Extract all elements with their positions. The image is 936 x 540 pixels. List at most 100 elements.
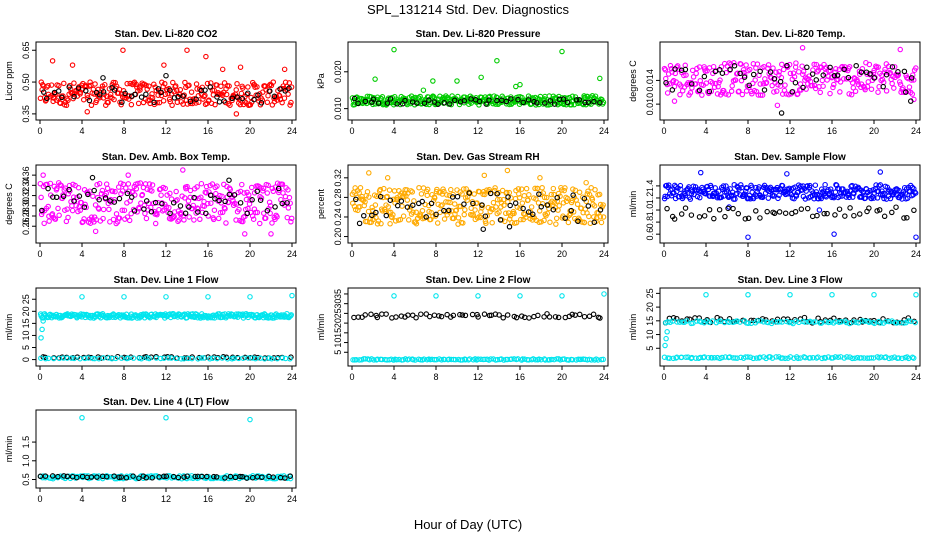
data-point [871, 195, 877, 201]
data-point [215, 215, 222, 222]
data-point [61, 80, 67, 87]
data-point [761, 87, 768, 93]
data-point [862, 195, 869, 201]
panel-7: Stan. Dev. Line 1 Flow ml/min 0 4 8 12 16 20 24 0… [4, 275, 297, 382]
data-point [859, 65, 866, 72]
data-point [211, 473, 217, 480]
data-point [541, 314, 547, 320]
x-tick-label: 24 [287, 126, 297, 136]
data-point [875, 89, 881, 95]
data-point [840, 186, 846, 192]
data-point [889, 80, 895, 87]
data-point [582, 99, 588, 106]
data-point [563, 198, 570, 205]
data-point [597, 99, 603, 106]
data-point [92, 202, 99, 208]
data-point [813, 61, 820, 68]
data-point [135, 100, 142, 107]
data-point [184, 473, 190, 479]
data-point [668, 66, 675, 72]
data-point-outlier [125, 172, 131, 178]
data-point [414, 100, 420, 106]
data-point [719, 70, 726, 76]
data-point [671, 216, 678, 222]
y-tick-label: 0 [21, 357, 31, 362]
data-point [118, 355, 125, 361]
data-point [459, 357, 466, 363]
data-point [552, 314, 559, 320]
data-point [400, 213, 407, 219]
data-point [569, 311, 575, 318]
data-point [581, 313, 588, 320]
data-point [800, 71, 806, 78]
data-point [198, 355, 205, 361]
y-tick-label: 10 [333, 338, 343, 348]
data-point [486, 97, 492, 103]
data-point [245, 84, 251, 90]
data-point-outlier [268, 231, 274, 237]
data-point [353, 196, 359, 203]
data-point [738, 77, 745, 84]
data-point [547, 98, 554, 104]
data-point [483, 101, 489, 107]
data-point [122, 90, 128, 97]
data-point [744, 185, 750, 191]
data-point [239, 95, 246, 102]
data-point [512, 200, 519, 206]
data-point [58, 182, 64, 189]
data-point [387, 197, 394, 203]
data-point [410, 209, 416, 215]
plot-frame [659, 164, 921, 244]
data-point [195, 209, 201, 215]
data-point [266, 199, 273, 205]
data-point [710, 63, 717, 70]
data-point [845, 74, 852, 81]
data-point-outlier [784, 171, 790, 177]
data-point [143, 215, 150, 222]
data-point [834, 72, 841, 78]
data-point [598, 219, 605, 226]
data-point [40, 89, 47, 95]
data-point [854, 354, 861, 361]
data-point [504, 312, 511, 318]
data-point [893, 320, 900, 326]
data-point-outlier [816, 207, 823, 213]
data-point [55, 88, 62, 94]
data-point [71, 80, 77, 86]
data-point-outlier [478, 74, 484, 81]
data-point [782, 355, 788, 362]
data-point [591, 98, 597, 105]
data-point [41, 220, 47, 227]
data-point-outlier [504, 167, 511, 174]
data-point [728, 88, 735, 94]
data-point [830, 84, 836, 91]
data-point [216, 99, 223, 105]
data-point [565, 219, 572, 226]
data-point [111, 473, 117, 479]
data-point [466, 356, 473, 362]
data-point [757, 92, 764, 98]
data-point [908, 75, 915, 81]
data-point-outlier [79, 414, 85, 421]
y-tick-label: 0.28 [333, 189, 343, 207]
data-point [428, 200, 435, 207]
y-tick-label: 20 [21, 306, 31, 316]
data-point [131, 208, 138, 214]
data-point [852, 88, 859, 95]
panel-3: Stan. Dev. Li-820 Temp. degrees C 0 4 8 12 16 2… [628, 29, 921, 136]
data-point [746, 84, 752, 91]
data-point [90, 193, 96, 199]
data-point [113, 211, 120, 217]
data-point [570, 186, 576, 192]
data-point [451, 201, 458, 207]
data-point [356, 190, 362, 196]
data-point [185, 203, 191, 209]
data-point [351, 314, 357, 321]
data-point [265, 92, 271, 99]
data-point [457, 311, 463, 318]
data-point [174, 197, 180, 203]
data-point [590, 311, 597, 318]
data-point [65, 214, 71, 221]
data-point [418, 191, 425, 197]
data-point [889, 355, 895, 361]
